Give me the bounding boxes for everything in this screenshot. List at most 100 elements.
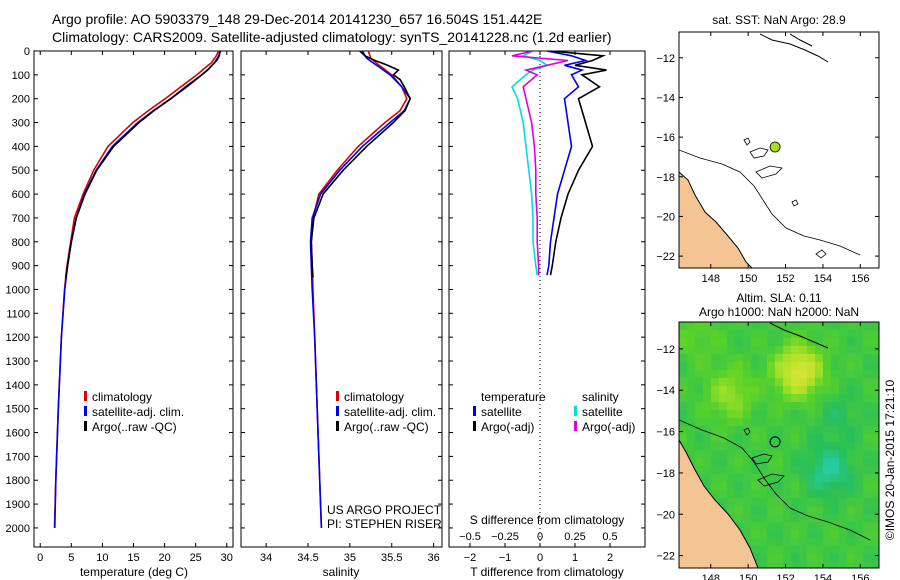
sla-cell — [767, 346, 776, 355]
difference-legend: temperature salinity satellite Argo(-adj… — [473, 390, 635, 434]
sla-cell — [735, 362, 744, 371]
legend-swatch-t-satellite — [473, 406, 476, 416]
series-line-satellite-adj-clim — [309, 51, 412, 528]
sla-cell — [855, 402, 864, 411]
s-difference-xlabel: S difference from climatology — [470, 513, 625, 527]
sla-cell — [775, 418, 784, 427]
sla-cell — [863, 474, 872, 483]
sla-cell — [687, 394, 696, 403]
sla-cell — [759, 418, 768, 427]
sla-cell — [783, 546, 792, 555]
sla-map-land — [679, 439, 759, 568]
sla-cell — [863, 354, 872, 363]
sla-cell — [863, 442, 872, 451]
sst-map-title: sat. SST: NaN Argo: 28.9 — [712, 13, 846, 27]
sla-cell — [791, 426, 800, 435]
sla-cell — [703, 386, 712, 395]
sla-cell — [719, 338, 728, 347]
sla-cell — [823, 514, 832, 523]
sla-cell — [807, 474, 816, 483]
sla-cell — [759, 490, 768, 499]
lon-tick-label: 148 — [702, 573, 720, 580]
sla-cell — [863, 530, 872, 539]
sla-cell — [791, 458, 800, 467]
sla-cell — [727, 506, 736, 515]
sla-cell — [799, 354, 808, 363]
sla-cell — [695, 418, 704, 427]
sla-cell — [727, 386, 736, 395]
sla-cell — [871, 418, 879, 427]
sla-cell — [759, 346, 768, 355]
sla-cell — [751, 330, 760, 339]
sla-cell — [871, 522, 879, 531]
sla-cell — [687, 434, 696, 443]
sla-cell — [687, 426, 696, 435]
reef-island-3 — [755, 165, 783, 179]
sla-cell — [831, 538, 840, 547]
sla-cell — [743, 506, 752, 515]
sla-cell — [743, 474, 752, 483]
sla-cell — [807, 330, 816, 339]
sla-cell — [839, 410, 848, 419]
sla-cell — [799, 546, 808, 555]
sla-cell — [743, 498, 752, 507]
sla-cell — [863, 458, 872, 467]
sla-cell — [791, 362, 800, 371]
sla-cell — [735, 346, 744, 355]
sla-cell — [823, 370, 832, 379]
temperature-legend: climatology satellite-adj. clim. Argo(..… — [84, 390, 184, 434]
sla-cell — [751, 490, 760, 499]
x-tick-label: 15 — [127, 552, 139, 564]
lat-tick-label: −22 — [656, 251, 675, 263]
sla-cell — [695, 394, 704, 403]
sla-cell — [711, 330, 720, 339]
sla-cell — [823, 346, 832, 355]
sla-cell — [823, 466, 832, 475]
sla-map-panel: Altim. SLA: 0.11 Argo h1000: NaN h2000: … — [656, 291, 880, 580]
sla-cell — [751, 394, 760, 403]
sla-cell — [839, 402, 848, 411]
sla-cell — [775, 562, 784, 568]
sla-cell — [703, 410, 712, 419]
sla-cell — [799, 442, 808, 451]
sla-cell — [695, 442, 704, 451]
s-tick-label: −0.25 — [491, 531, 519, 543]
sla-cell — [871, 506, 879, 515]
sla-cell — [871, 378, 879, 387]
sla-cell — [759, 538, 768, 547]
sla-cell — [719, 442, 728, 451]
lat-tick-label: −14 — [656, 92, 675, 104]
sla-cell — [847, 354, 856, 363]
sla-cell — [695, 370, 704, 379]
sla-cell — [799, 418, 808, 427]
sla-cell — [871, 554, 879, 563]
sla-cell — [839, 546, 848, 555]
reef-shelf-outline — [679, 149, 861, 256]
sla-cell — [871, 466, 879, 475]
sla-cell — [815, 402, 824, 411]
sla-cell — [823, 402, 832, 411]
sla-cell — [791, 562, 800, 568]
sla-cell — [767, 370, 776, 379]
sla-cell — [735, 490, 744, 499]
depth-tick-label: 0 — [24, 46, 30, 58]
sla-cell — [711, 386, 720, 395]
sla-cell — [839, 442, 848, 451]
depth-tick-label: 1200 — [6, 332, 30, 344]
sla-cell — [727, 426, 736, 435]
sla-cell — [775, 402, 784, 411]
sla-cell — [871, 330, 879, 339]
imos-credit: ©IMOS 20-Jan-2015 17:21:10 — [883, 380, 897, 541]
sla-cell — [799, 458, 808, 467]
sla-cell — [839, 466, 848, 475]
series-line-climatology — [53, 51, 220, 528]
sla-cell — [703, 482, 712, 491]
sla-cell — [807, 410, 816, 419]
sla-cell — [767, 378, 776, 387]
sla-cell — [799, 322, 808, 331]
sla-cell — [799, 410, 808, 419]
sla-cell — [759, 394, 768, 403]
sla-cell — [751, 346, 760, 355]
sla-cell — [711, 466, 720, 475]
sla-cell — [831, 402, 840, 411]
